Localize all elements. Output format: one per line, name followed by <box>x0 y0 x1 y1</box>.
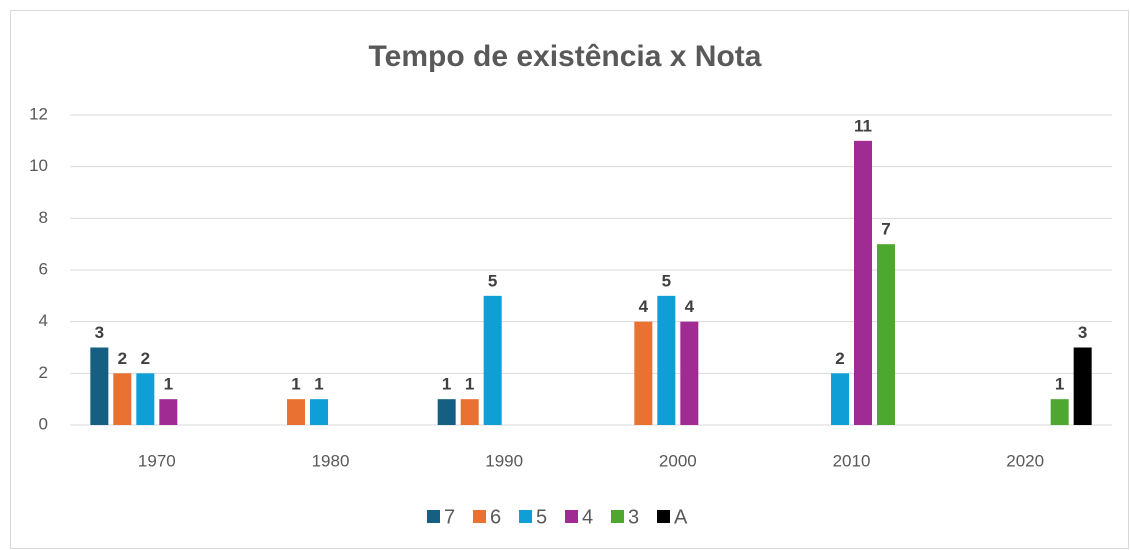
value-label: 5 <box>662 271 671 290</box>
bar <box>310 399 328 425</box>
bar <box>877 244 895 425</box>
bar <box>854 140 872 426</box>
y-tick-label: 8 <box>39 208 48 227</box>
bar <box>287 399 305 425</box>
bar <box>634 321 653 425</box>
legend-swatch <box>519 510 532 523</box>
value-label: 4 <box>685 297 695 316</box>
value-label: 11 <box>854 116 872 135</box>
value-label: 7 <box>881 220 890 239</box>
x-tick-label: 2010 <box>833 451 871 470</box>
y-tick-label: 2 <box>39 363 48 382</box>
x-tick-label: 2000 <box>659 451 697 470</box>
value-label: 1 <box>314 375 323 394</box>
legend-label: 7 <box>444 506 455 528</box>
legend-swatch <box>427 510 440 523</box>
y-tick-label: 4 <box>39 311 48 330</box>
legend-label: 5 <box>536 506 547 528</box>
legend-label: 3 <box>628 506 639 528</box>
bar <box>831 373 849 425</box>
y-tick-label: 12 <box>29 104 48 123</box>
value-label: 2 <box>835 349 844 368</box>
bar <box>1050 399 1069 425</box>
chart-border <box>10 10 1129 549</box>
chart-title: Tempo de existência x Nota <box>369 40 762 73</box>
bar <box>437 399 456 425</box>
value-label: 1 <box>465 375 474 394</box>
value-label: 3 <box>95 323 104 342</box>
legend-swatch <box>611 510 624 523</box>
value-label: 1 <box>291 375 300 394</box>
bar <box>90 347 109 425</box>
legend-label: 6 <box>490 506 501 528</box>
bar <box>657 295 676 425</box>
value-label: 1 <box>442 375 451 394</box>
x-tick-label: 2020 <box>1006 451 1044 470</box>
bar <box>680 321 699 425</box>
legend-label: A <box>674 506 688 528</box>
bar <box>1073 347 1092 425</box>
x-tick-label: 1980 <box>312 451 350 470</box>
value-label: 1 <box>1055 375 1064 394</box>
legend-swatch <box>657 510 670 523</box>
y-tick-label: 10 <box>29 156 48 175</box>
value-label: 5 <box>488 271 497 290</box>
value-label: 4 <box>639 297 649 316</box>
bar <box>483 295 502 425</box>
value-label: 2 <box>118 349 127 368</box>
bar <box>113 373 132 425</box>
bar <box>460 399 479 425</box>
legend-swatch <box>565 510 578 523</box>
value-label: 1 <box>164 375 173 394</box>
y-tick-label: 0 <box>39 414 48 433</box>
value-label: 3 <box>1078 323 1087 342</box>
legend-swatch <box>473 510 486 523</box>
bar <box>159 399 178 425</box>
legend-label: 4 <box>582 506 593 528</box>
x-tick-label: 1970 <box>138 451 176 470</box>
x-tick-label: 1990 <box>485 451 523 470</box>
y-tick-label: 6 <box>39 259 48 278</box>
bar <box>136 373 155 425</box>
value-label: 2 <box>141 349 150 368</box>
